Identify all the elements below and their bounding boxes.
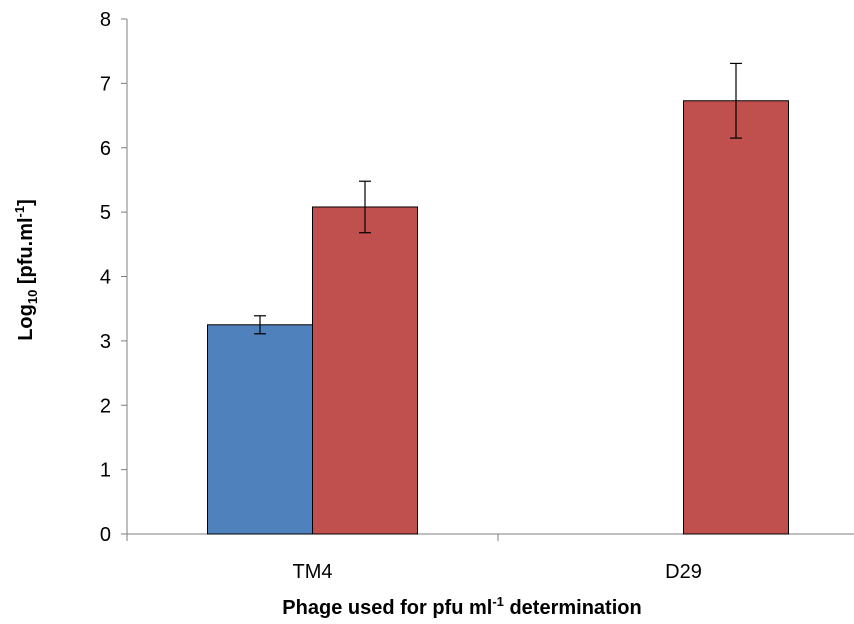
x-axis-title-before: Phage used for pfu ml: [282, 597, 492, 619]
y-axis-title-end: ]: [15, 199, 37, 206]
y-tick-label: 3: [100, 331, 111, 353]
x-axis-title-sup: -1: [492, 594, 504, 609]
bar: [683, 100, 789, 535]
y-axis-title-mid: [pfu.ml: [15, 217, 37, 289]
x-tick-label: TM4: [293, 561, 333, 583]
bar: [312, 206, 418, 535]
y-tick-label: 5: [100, 202, 111, 224]
y-axis-title-base: Log: [15, 304, 37, 341]
y-tick-label: 0: [100, 524, 111, 546]
plot-area: 0 1 2 3 4 5 6 7 8 TM4 D29: [100, 9, 854, 583]
y-axis-title: Log10 [pfu.ml-1]: [12, 199, 40, 341]
x-axis-title: Phage used for pfu ml-1 determination: [282, 594, 641, 619]
y-axis-title-sup: -1: [12, 206, 27, 218]
y-tick-label: 8: [100, 9, 111, 31]
y-tick-label: 6: [100, 138, 111, 160]
x-axis-title-after: determination: [504, 597, 642, 619]
y-tick-label: 7: [100, 73, 111, 95]
y-tick-label: 4: [100, 267, 111, 289]
y-tick-label: 1: [100, 460, 111, 482]
x-tick-label: D29: [665, 561, 702, 583]
y-axis-title-sub: 10: [25, 290, 40, 304]
y-tick-label: 2: [100, 395, 111, 417]
bar: [207, 324, 313, 535]
